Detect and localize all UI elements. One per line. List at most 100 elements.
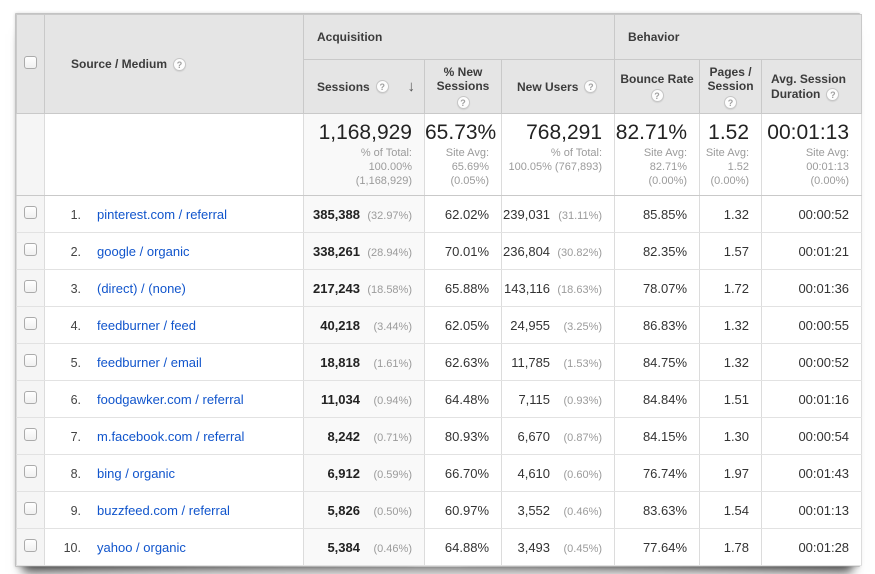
source-medium-cell: 1. pinterest.com / referral [44,195,304,233]
source-medium-cell: 6. foodgawker.com / referral [44,380,304,418]
row-checkbox[interactable] [24,465,37,478]
acquisition-label: Acquisition [317,30,383,44]
pages-session-cell: 1.32 [699,195,763,233]
new-users-value: 7,115 [518,391,551,407]
help-icon[interactable]: ? [826,87,840,101]
row-checkbox[interactable] [24,280,37,293]
row-checkbox[interactable] [24,206,37,219]
table-header: Source / Medium? Acquisition Behavior Se… [16,14,863,114]
help-icon[interactable]: ? [375,80,389,93]
sort-descending-icon[interactable]: ↓ [407,78,416,95]
source-medium-cell: 7. m.facebook.com / referral [44,417,304,455]
pages-session-cell: 1.51 [699,380,763,418]
totals-avg-duration-cell: 00:01:13 Site Avg: 00:01:13 (0.00%) [761,113,863,196]
source-medium-cell: 8. bing / organic [44,454,304,492]
source-medium-link[interactable]: (direct) / (none) [97,280,186,296]
source-medium-link[interactable]: google / organic [97,243,190,259]
help-icon[interactable]: ? [584,80,598,93]
sessions-value: 40,218 [320,317,360,333]
row-checkbox-cell [16,232,45,270]
source-medium-link[interactable]: pinterest.com / referral [97,206,228,222]
bounce-rate-cell: 77.64% [614,528,701,566]
new-users-cell: 24,955 (3.25%) [500,306,616,344]
new-users-value: 3,552 [517,502,551,518]
select-all-cell [16,14,45,114]
bounce-rate-cell: 78.07% [614,269,701,307]
bounce-rate-cell: 84.15% [614,417,701,455]
sessions-percent: (0.50%) [373,505,412,518]
help-icon[interactable]: ? [456,95,470,109]
sessions-cell: 217,243 (18.58%) [303,269,425,307]
pct-new-sessions-line1: % New [443,64,483,79]
row-checkbox-cell [16,454,45,492]
new-users-percent: (0.60%) [563,468,603,481]
column-header-avg-session-duration[interactable]: Avg. Session Duration? [761,59,863,114]
new-users-percent: (31.11%) [558,209,603,222]
column-header-new-users[interactable]: New Users? [500,59,616,114]
percent-new-sessions-cell: 80.93% [424,417,502,455]
row-checkbox[interactable] [24,428,37,441]
source-medium-link[interactable]: buzzfeed.com / referral [97,502,230,518]
new-users-cell: 7,115 (0.93%) [500,380,616,418]
table-row: 4. feedburner / feed 40,218 (3.44%) 62.05%… [16,306,863,344]
totals-pages-session-value: 1.52 [708,121,750,144]
row-checkbox-cell [16,269,45,307]
avg-duration-cell: 00:01:28 [761,528,863,566]
help-icon[interactable]: ? [724,95,738,109]
row-index: 3. [70,281,81,296]
row-checkbox[interactable] [24,539,37,552]
row-checkbox[interactable] [24,354,37,367]
help-icon[interactable]: ? [650,88,664,102]
column-header-pages-session[interactable]: Pages / Session ? [699,59,763,114]
help-icon[interactable]: ? [173,58,187,71]
new-users-cell: 239,031 (31.11%) [500,195,616,233]
pages-session-cell: 1.30 [699,417,763,455]
sessions-value: 18,818 [320,354,360,370]
sessions-cell: 8,242 (0.71%) [303,417,425,455]
avg-duration-cell: 00:01:13 [761,491,863,529]
source-medium-link[interactable]: foodgawker.com / referral [97,391,244,407]
sessions-value: 5,826 [327,502,360,518]
table-row: 9. buzzfeed.com / referral 5,826 (0.50%) 6… [16,491,863,529]
source-medium-link[interactable]: yahoo / organic [97,539,186,555]
new-users-cell: 3,493 (0.45%) [500,528,616,566]
pages-session-cell: 1.72 [699,269,763,307]
totals-new-users-cell: 768,291 % of Total: 100.05% (767,893) [500,113,616,196]
row-checkbox[interactable] [24,391,37,404]
sessions-value: 385,388 [313,206,360,222]
bounce-rate-label: Bounce Rate [620,71,694,86]
new-users-value: 143,116 [504,280,551,296]
row-checkbox[interactable] [24,317,37,330]
select-all-checkbox[interactable] [24,56,37,69]
source-medium-link[interactable]: bing / organic [97,465,176,481]
column-header-percent-new-sessions[interactable]: % New Sessions ? [424,59,502,114]
sessions-value: 5,384 [327,539,360,555]
totals-percent-new-sessions-value: 65.73% [425,121,497,144]
new-users-value: 11,785 [511,354,551,370]
table-row: 5. feedburner / email 18,818 (1.61%) 62.63… [16,343,863,381]
totals-new-users-subtext: % of Total: 100.05% (767,893) [508,147,603,173]
column-header-sessions[interactable]: Sessions? ↓ [303,59,425,114]
sessions-value: 338,261 [313,243,360,259]
bounce-rate-cell: 76.74% [614,454,701,492]
sessions-percent: (18.58%) [367,283,412,296]
sessions-cell: 6,912 (0.59%) [303,454,425,492]
row-checkbox[interactable] [24,243,37,256]
percent-new-sessions-cell: 62.02% [424,195,502,233]
sessions-cell: 18,818 (1.61%) [303,343,425,381]
new-users-percent: (1.53%) [563,357,603,370]
column-header-bounce-rate[interactable]: Bounce Rate ? [614,59,701,114]
source-medium-link[interactable]: m.facebook.com / referral [97,428,245,444]
column-header-source-medium[interactable]: Source / Medium? [44,14,304,114]
row-checkbox-cell [16,528,45,566]
percent-new-sessions-cell: 62.05% [424,306,502,344]
new-users-value: 236,804 [503,243,551,259]
pages-session-line2: Session [707,78,754,93]
row-checkbox[interactable] [24,502,37,515]
source-medium-link[interactable]: feedburner / feed [97,317,197,333]
percent-new-sessions-cell: 60.97% [424,491,502,529]
source-medium-link[interactable]: feedburner / email [97,354,202,370]
sessions-percent: (28.94%) [367,246,412,259]
new-users-percent: (0.93%) [563,394,603,407]
bounce-rate-cell: 85.85% [614,195,701,233]
